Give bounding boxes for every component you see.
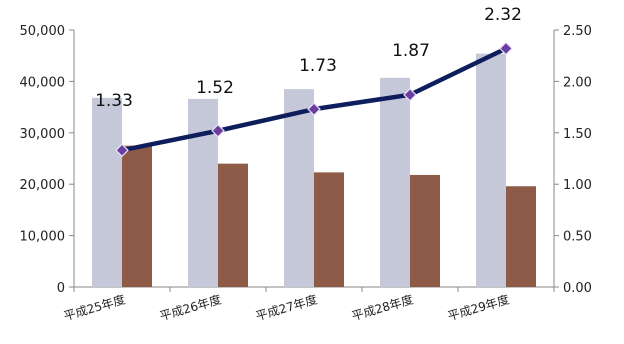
line-point-marker (211, 123, 225, 138)
line-point-marker (307, 102, 321, 117)
line-point-marker (115, 143, 129, 158)
ratio-line (115, 41, 513, 158)
bar-series-2 (122, 145, 152, 287)
left-tick-label: 50,000 (20, 24, 66, 39)
bar-series-1 (476, 53, 506, 288)
bar-series-2 (506, 186, 536, 287)
right-tick-label: 1.00 (563, 178, 592, 193)
x-category-label: 平成28年度 (350, 291, 415, 323)
x-category-label: 平成26年度 (158, 291, 223, 323)
right-tick-label: 0.50 (563, 230, 592, 245)
left-tick-label: 20,000 (20, 178, 66, 193)
x-category-label: 平成27年度 (254, 291, 319, 323)
line-point-marker (499, 41, 513, 56)
right-tick-label: 1.50 (563, 127, 592, 142)
bar-series-1 (92, 97, 122, 288)
x-category-label: 平成25年度 (62, 291, 127, 323)
bar-series-2 (218, 163, 248, 287)
left-tick-label: 10,000 (20, 230, 66, 245)
data-label: 1.73 (299, 56, 337, 76)
left-tick-label: 40,000 (20, 75, 66, 90)
bar-series-1 (380, 77, 410, 287)
left-tick-label: 0 (57, 281, 65, 296)
data-label: 2.32 (484, 5, 522, 25)
line-point-marker (403, 87, 417, 102)
data-label: 1.87 (392, 41, 430, 61)
right-tick-label: 2.50 (563, 24, 592, 39)
x-category-label: 平成29年度 (446, 291, 511, 323)
left-tick-label: 30,000 (20, 127, 66, 142)
right-tick-label: 2.00 (563, 75, 592, 90)
right-tick-label: 0.00 (563, 281, 592, 296)
bars (92, 53, 536, 288)
bar-series-1 (284, 89, 314, 287)
data-label: 1.33 (95, 91, 133, 111)
bar-series-1 (188, 98, 218, 287)
bar-series-2 (410, 174, 440, 287)
labels: 1.33 1.52 1.73 1.87 2.32 (95, 5, 522, 111)
bar-series-2 (314, 172, 344, 287)
data-label: 1.52 (196, 78, 234, 98)
